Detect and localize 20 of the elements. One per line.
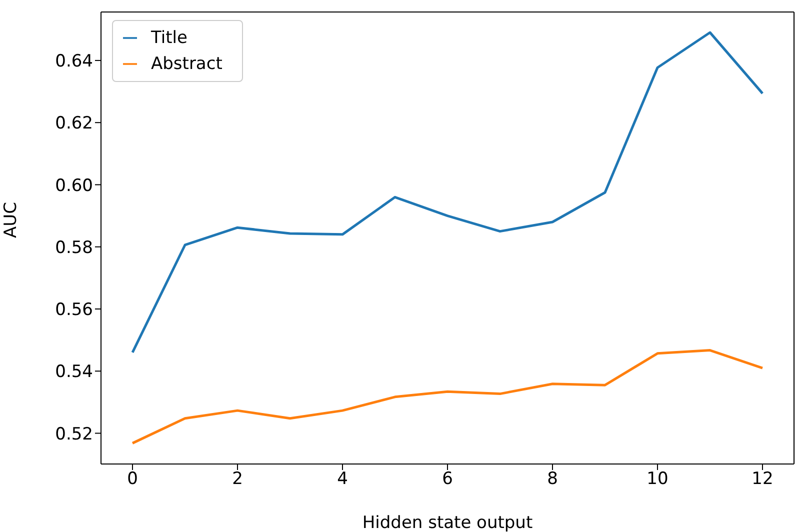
x-tick-label: 12 (752, 469, 774, 490)
x-tick-label: 6 (442, 469, 453, 490)
y-tick-label: 0.54 (55, 362, 93, 382)
y-tick-label: 0.52 (55, 424, 93, 444)
x-tick-label: 8 (547, 469, 558, 490)
y-tick-label: 0.56 (55, 300, 93, 320)
line-series (131, 349, 764, 444)
x-tick-label: 10 (646, 469, 668, 490)
legend-label: Title (151, 28, 188, 48)
x-tick-label: 0 (127, 469, 138, 490)
y-tick-label: 0.62 (55, 114, 93, 134)
y-tick-label: 0.60 (55, 176, 93, 196)
y-tick-label: 0.64 (55, 51, 93, 72)
line-series (131, 31, 764, 354)
x-axis-title: Hidden state output (362, 513, 533, 532)
x-tick-label: 2 (232, 469, 243, 490)
y-tick-label: 0.58 (55, 238, 93, 258)
legend-label: Abstract (151, 54, 222, 74)
x-tick-label: 4 (337, 469, 348, 490)
y-axis-title: AUC (1, 202, 22, 238)
